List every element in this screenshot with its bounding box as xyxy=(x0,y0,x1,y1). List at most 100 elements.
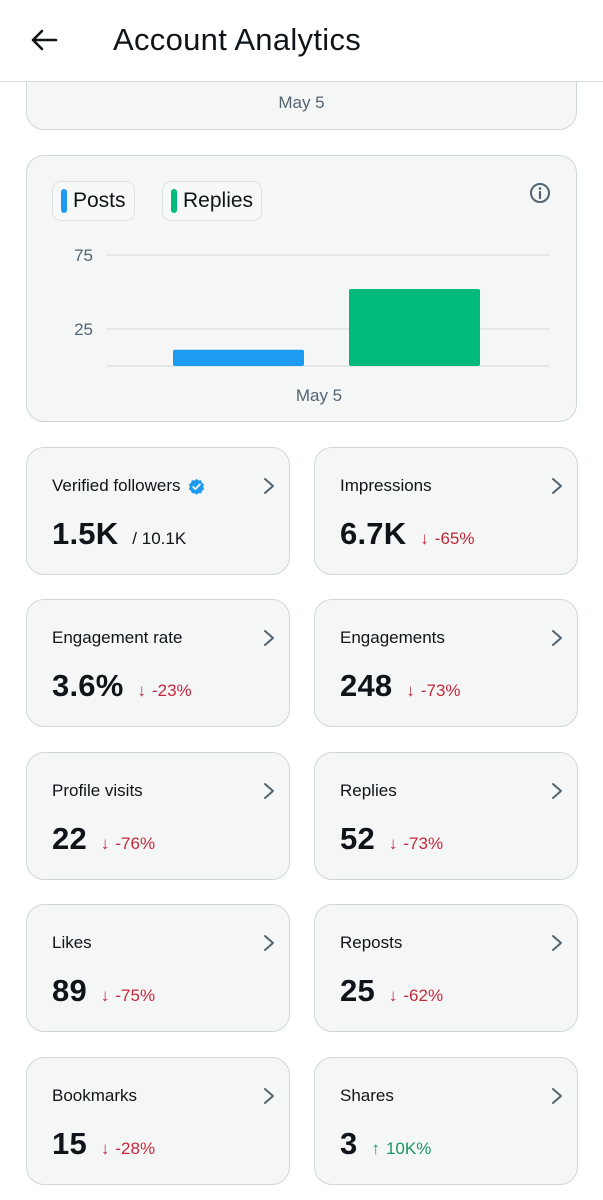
stat-value: 52 xyxy=(340,821,375,856)
stat-change: ↑ 10K% xyxy=(371,1139,431,1159)
stat-change: ↓ -28% xyxy=(101,1139,155,1159)
stat-title: Impressions xyxy=(340,476,432,495)
chevron-right-icon xyxy=(552,630,562,646)
replies-swatch xyxy=(171,189,177,213)
stat-title-row: Bookmarks xyxy=(52,1086,137,1106)
bar-posts[interactable] xyxy=(173,349,304,366)
stat-card-replies[interactable]: Replies 52 ↓ -73% xyxy=(314,752,578,880)
arrow-left-icon xyxy=(31,29,58,51)
stat-change-value: -62% xyxy=(403,986,444,1005)
legend-posts-label: Posts xyxy=(73,189,126,212)
stat-change-value: -76% xyxy=(115,834,156,853)
stat-card-verified-followers[interactable]: Verified followers 1.5K / 10.1K xyxy=(26,447,290,575)
stat-title: Engagements xyxy=(340,628,445,647)
chevron-right-icon xyxy=(552,1088,562,1104)
stat-title: Engagement rate xyxy=(52,628,183,647)
stat-title: Verified followers xyxy=(52,476,181,495)
stat-value: 1.5K xyxy=(52,516,119,551)
stat-change-value: 10K% xyxy=(385,1139,432,1158)
stat-title-row: Impressions xyxy=(340,476,432,496)
stat-value-row: 6.7K ↓ -65% xyxy=(340,516,474,552)
stat-value: 6.7K xyxy=(340,516,407,551)
stat-title: Bookmarks xyxy=(52,1086,138,1105)
posts-swatch xyxy=(61,189,67,213)
stat-value: 248 xyxy=(340,668,393,703)
stat-title-row: Reposts xyxy=(340,933,402,953)
stat-card-engagement-rate[interactable]: Engagement rate 3.6% ↓ -23% xyxy=(26,599,290,727)
stat-card-reposts[interactable]: Reposts 25 ↓ -62% xyxy=(314,904,578,1032)
stat-change: ↓ -23% xyxy=(137,681,191,701)
stat-title-row: Replies xyxy=(340,781,397,801)
info-icon[interactable] xyxy=(529,182,551,204)
stat-total: / 10.1K xyxy=(132,529,187,548)
stat-title: Profile visits xyxy=(52,781,143,800)
stat-card-bookmarks[interactable]: Bookmarks 15 ↓ -28% xyxy=(26,1057,290,1185)
stat-value-row: 22 ↓ -76% xyxy=(52,821,155,857)
stat-title-row: Shares xyxy=(340,1086,394,1106)
stat-title-row: Profile visits xyxy=(52,781,143,801)
stat-change-value: -73% xyxy=(403,834,444,853)
stat-title: Likes xyxy=(52,933,92,952)
stat-card-impressions[interactable]: Impressions 6.7K ↓ -65% xyxy=(314,447,578,575)
stat-value: 89 xyxy=(52,973,87,1008)
x-tick-label: May 5 xyxy=(296,386,342,405)
activity-chart-card: Posts Replies 75 25 May 5 xyxy=(26,155,577,422)
stat-value-row: 248 ↓ -73% xyxy=(340,668,461,704)
stat-title-row: Engagement rate xyxy=(52,628,182,648)
chevron-right-icon xyxy=(264,478,274,494)
stat-value: 15 xyxy=(52,1126,87,1161)
chevron-right-icon xyxy=(552,935,562,951)
arrow-down-icon: ↓ xyxy=(420,529,429,548)
legend-replies[interactable]: Replies xyxy=(162,181,263,221)
stat-change-value: -75% xyxy=(115,986,156,1005)
arrow-down-icon: ↓ xyxy=(388,986,398,1005)
arrow-up-icon: ↑ xyxy=(371,1139,380,1158)
stat-title: Replies xyxy=(340,781,397,800)
stat-title-row: Likes xyxy=(52,933,92,953)
back-button[interactable] xyxy=(24,20,64,60)
chevron-right-icon xyxy=(264,1088,274,1104)
y-tick-label: 25 xyxy=(74,320,93,339)
stat-value-row: 3 ↑ 10K% xyxy=(340,1126,431,1162)
stat-value-row: 89 ↓ -75% xyxy=(52,973,155,1009)
bar-replies[interactable] xyxy=(349,289,480,366)
stat-value-row: 52 ↓ -73% xyxy=(340,821,443,857)
stat-value-row: 15 ↓ -28% xyxy=(52,1126,155,1162)
stat-value: 22 xyxy=(52,821,87,856)
stat-title-row: Verified followers xyxy=(52,476,205,496)
legend-replies-label: Replies xyxy=(183,189,254,212)
y-tick-label: 75 xyxy=(74,246,93,265)
stat-card-profile-visits[interactable]: Profile visits 22 ↓ -76% xyxy=(26,752,290,880)
stat-card-engagements[interactable]: Engagements 248 ↓ -73% xyxy=(314,599,578,727)
stat-change: ↓ -76% xyxy=(101,834,155,854)
chevron-right-icon xyxy=(264,630,274,646)
arrow-down-icon: ↓ xyxy=(100,986,110,1005)
stat-title: Shares xyxy=(340,1086,394,1105)
stat-card-likes[interactable]: Likes 89 ↓ -75% xyxy=(26,904,290,1032)
chevron-right-icon xyxy=(552,783,562,799)
stat-title-row: Engagements xyxy=(340,628,445,648)
verified-badge-icon xyxy=(188,478,204,495)
page-title: Account Analytics xyxy=(113,22,362,57)
legend-posts[interactable]: Posts xyxy=(52,181,135,221)
stat-value: 3.6% xyxy=(52,668,124,703)
app-header: Account Analytics xyxy=(0,0,603,82)
chevron-right-icon xyxy=(264,935,274,951)
arrow-down-icon: ↓ xyxy=(100,834,110,853)
stat-change-value: -23% xyxy=(151,681,192,700)
chevron-right-icon xyxy=(552,478,562,494)
stat-title: Reposts xyxy=(340,933,403,952)
arrow-down-icon: ↓ xyxy=(406,681,415,700)
stat-change-value: -73% xyxy=(420,681,461,700)
stat-value: 25 xyxy=(340,973,375,1008)
stat-change: ↓ -75% xyxy=(101,986,155,1006)
arrow-down-icon: ↓ xyxy=(100,1139,110,1158)
bar-chart: 75 25 May 5 xyxy=(74,246,549,405)
chevron-right-icon xyxy=(264,783,274,799)
stat-card-shares[interactable]: Shares 3 ↑ 10K% xyxy=(314,1057,578,1185)
stat-value-row: 25 ↓ -62% xyxy=(340,973,443,1009)
previous-chart-date: May 5 xyxy=(278,93,325,112)
stat-change: ↓ -73% xyxy=(389,834,443,854)
arrow-down-icon: ↓ xyxy=(388,834,398,853)
stat-value-row: 3.6% ↓ -23% xyxy=(52,668,192,704)
